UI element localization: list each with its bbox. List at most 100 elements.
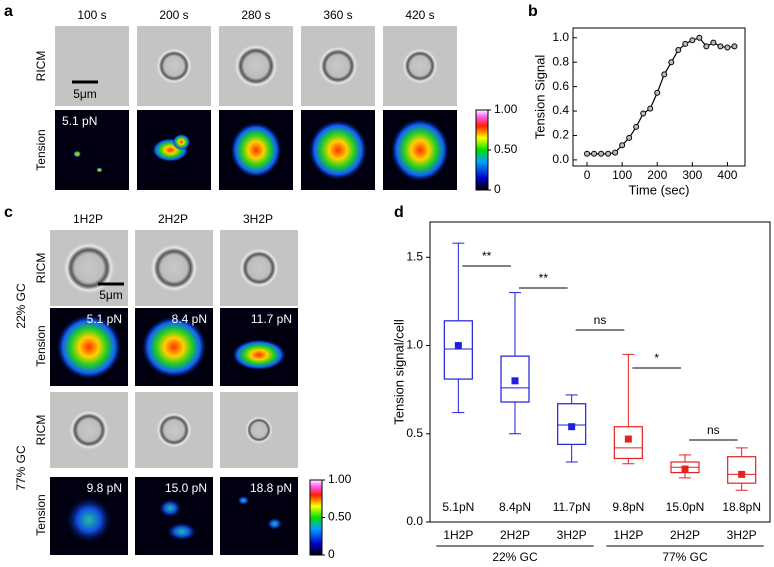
x-tick-label: 2H2P	[670, 528, 700, 542]
marker	[717, 43, 724, 50]
colorbar-tick-label: 0	[494, 182, 501, 196]
scale-bar-label: 5μm	[99, 288, 123, 302]
panel-letter: b	[528, 3, 538, 20]
y-tick-label: 0.6	[552, 79, 569, 93]
mean-marker	[681, 465, 689, 473]
box-label: 15.0pN	[666, 500, 705, 514]
cell-contour	[318, 46, 358, 86]
plot-frame	[429, 221, 771, 523]
significance-label: ns	[707, 423, 720, 437]
time-label: 280 s	[241, 8, 270, 22]
y-tick-label: 1.5	[406, 249, 423, 263]
y-tick-label: 0.4	[552, 103, 569, 117]
y-axis-label: Tension Signal	[532, 55, 547, 140]
row-label: Tension	[34, 325, 48, 366]
significance-label: **	[539, 271, 549, 285]
tension-blob	[237, 495, 250, 506]
marker	[626, 134, 633, 141]
y-tick-label: 0.8	[552, 54, 569, 68]
box	[500, 355, 530, 403]
row-label: Tension	[34, 129, 48, 170]
group-label: 77% GC	[662, 550, 708, 564]
tension-blob	[231, 339, 287, 371]
colorbar	[309, 479, 323, 556]
colorbar-tick-label: 1.00	[494, 102, 518, 116]
tension-blob	[73, 150, 81, 158]
force-label: 5.1 pN	[87, 312, 122, 326]
column-label: 1H2P	[73, 212, 103, 226]
marker	[724, 44, 731, 51]
column-label: 2H2P	[158, 212, 188, 226]
tension-blob	[141, 315, 207, 379]
row-label: RICM	[34, 253, 48, 284]
x-tick-label: 1H2P	[613, 528, 643, 542]
tension-blob	[96, 167, 103, 173]
y-axis-label: Tension signal/cell	[391, 319, 406, 425]
row-label: RICM	[34, 51, 48, 82]
line	[587, 37, 735, 155]
tension-blob	[158, 498, 182, 518]
box-label: 11.7pN	[553, 500, 591, 514]
y-tick-label: 0.5	[406, 426, 423, 440]
marker	[633, 123, 640, 130]
colorbar-tick-label: 1.00	[328, 472, 352, 486]
cell-contour	[402, 48, 438, 84]
time-label: 100 s	[77, 8, 106, 22]
tension-blob	[166, 522, 198, 541]
force-label: 11.7 pN	[251, 312, 292, 326]
colorbar-tick-label: 0	[328, 547, 335, 561]
box	[613, 426, 643, 460]
x-tick-label: 1H2P	[443, 528, 473, 542]
scale-bar-label: 5μm	[73, 87, 97, 101]
marker	[598, 150, 605, 157]
plot-frame	[572, 27, 746, 167]
colorbar-tick-label: 0.50	[494, 142, 518, 156]
box-label: 9.8pN	[612, 500, 644, 514]
mean-marker	[624, 435, 632, 443]
significance-label: *	[654, 351, 659, 365]
marker	[675, 46, 682, 53]
x-tick-label: 3H2P	[727, 528, 757, 542]
marker	[668, 59, 675, 66]
box	[443, 320, 473, 380]
group-label: 22% GC	[14, 283, 28, 329]
significance-label: ns	[594, 313, 607, 327]
x-tick-label: 100	[612, 168, 632, 182]
tension-blob	[390, 118, 450, 182]
panel-letter: d	[394, 204, 404, 221]
tension-blob	[172, 134, 191, 150]
marker	[661, 71, 668, 78]
group-label: 22% GC	[492, 550, 538, 564]
marker	[619, 142, 626, 149]
cell-contour	[63, 242, 115, 294]
colorbar-tick-label: 0.50	[328, 510, 352, 524]
x-tick-label: 400	[717, 168, 737, 182]
mean-marker	[738, 470, 746, 478]
marker	[647, 105, 654, 112]
marker	[654, 89, 661, 96]
y-tick-label: 0.2	[552, 128, 569, 142]
x-tick-label: 3H2P	[557, 528, 587, 542]
tension-image	[55, 110, 129, 190]
panel-letter: c	[4, 204, 13, 221]
marker	[584, 150, 591, 157]
panel-letter: a	[4, 3, 13, 20]
cell-contour	[245, 416, 273, 444]
tension-blob	[230, 122, 282, 178]
time-label: 420 s	[405, 8, 434, 22]
marker	[605, 150, 612, 157]
y-tick-label: 1.0	[406, 338, 423, 352]
marker	[689, 37, 696, 44]
time-label: 200 s	[159, 8, 188, 22]
marker	[612, 149, 619, 156]
marker	[731, 43, 738, 50]
y-tick-label: 1.0	[552, 30, 569, 44]
marker	[710, 39, 717, 46]
tension-blob	[308, 119, 368, 181]
box	[557, 403, 587, 445]
tension-image	[220, 477, 298, 555]
significance-label: **	[482, 249, 492, 263]
marker	[640, 110, 647, 117]
cell-contour	[156, 48, 192, 84]
